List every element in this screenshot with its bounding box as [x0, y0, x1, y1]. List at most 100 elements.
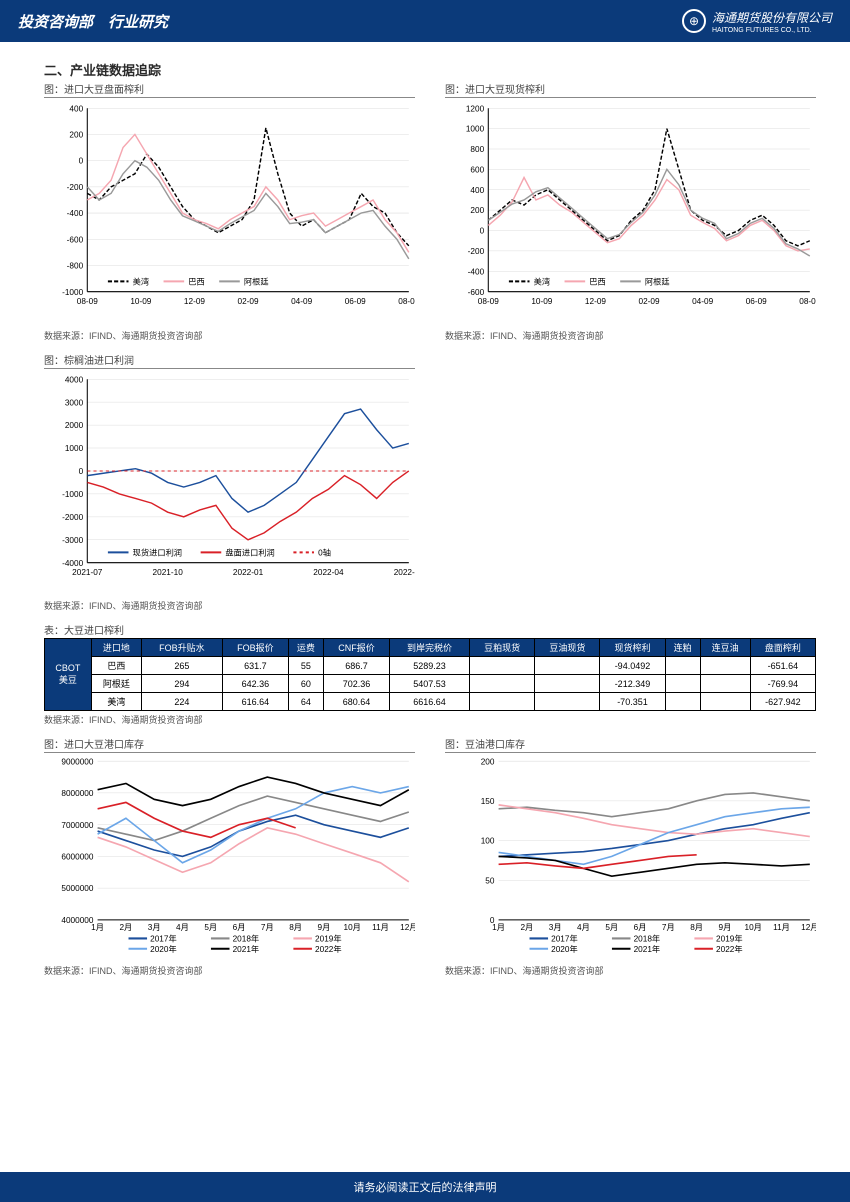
svg-text:美湾: 美湾 — [534, 276, 550, 286]
svg-text:10-09: 10-09 — [130, 297, 151, 306]
chart1-title: 图：进口大豆盘面榨利 — [44, 81, 415, 98]
chart-row-3: 图：进口大豆港口库存 40000005000000600000070000008… — [44, 736, 816, 976]
svg-text:8月: 8月 — [690, 924, 703, 933]
svg-text:-200: -200 — [67, 183, 84, 192]
chart2-source: 数据来源：IFIND、海通期货投资咨询部 — [445, 329, 816, 342]
svg-text:2017年: 2017年 — [150, 934, 177, 944]
svg-text:7000000: 7000000 — [61, 821, 93, 830]
svg-text:-400: -400 — [67, 209, 84, 218]
svg-text:0: 0 — [79, 157, 84, 166]
chart2-title: 图：进口大豆现货榨利 — [445, 81, 816, 98]
svg-text:6月: 6月 — [634, 924, 647, 933]
svg-text:巴西: 巴西 — [188, 277, 204, 286]
svg-text:200: 200 — [470, 206, 484, 215]
svg-text:2022-07: 2022-07 — [394, 568, 415, 577]
svg-text:2018年: 2018年 — [233, 934, 260, 944]
empty-box — [445, 352, 816, 613]
svg-text:-1000: -1000 — [62, 490, 83, 499]
chart-row-1: 图：进口大豆盘面榨利 -1000-800-600-400-20002004000… — [44, 81, 816, 342]
svg-text:4000: 4000 — [65, 375, 84, 384]
svg-text:-600: -600 — [468, 288, 485, 297]
svg-text:-600: -600 — [67, 235, 84, 244]
svg-text:12月: 12月 — [801, 924, 816, 933]
svg-text:50: 50 — [485, 877, 495, 886]
header-logo: ⊕ 海通期货股份有限公司 HAITONG FUTURES CO., LTD. — [682, 9, 832, 34]
svg-text:1200: 1200 — [466, 104, 485, 113]
svg-text:08-09: 08-09 — [478, 297, 499, 306]
svg-text:-400: -400 — [468, 267, 485, 276]
svg-text:2020年: 2020年 — [150, 944, 177, 954]
svg-text:400: 400 — [470, 186, 484, 195]
svg-text:2022年: 2022年 — [716, 944, 743, 954]
svg-text:2021年: 2021年 — [634, 944, 661, 954]
svg-text:5000000: 5000000 — [61, 885, 93, 894]
chart3-source: 数据来源：IFIND、海通期货投资咨询部 — [44, 599, 415, 612]
svg-text:巴西: 巴西 — [589, 277, 605, 286]
svg-text:6000000: 6000000 — [61, 853, 93, 862]
svg-text:600: 600 — [470, 165, 484, 174]
svg-text:1月: 1月 — [91, 924, 104, 933]
svg-text:2月: 2月 — [119, 924, 132, 933]
svg-text:5月: 5月 — [204, 924, 217, 933]
svg-text:4月: 4月 — [577, 924, 590, 933]
chart4-source: 数据来源：IFIND、海通期货投资咨询部 — [44, 964, 415, 977]
section-title: 二、产业链数据追踪 — [44, 60, 816, 79]
svg-text:-3000: -3000 — [62, 536, 83, 545]
chart5-svg: 0501001502001月2月3月4月5月6月7月8月9月10月11月12月2… — [445, 755, 816, 961]
svg-text:8月: 8月 — [289, 924, 302, 933]
svg-text:2021-07: 2021-07 — [72, 568, 103, 577]
svg-text:08-09: 08-09 — [398, 297, 415, 306]
chart4-title: 图：进口大豆港口库存 — [44, 736, 415, 753]
svg-text:9月: 9月 — [318, 924, 331, 933]
data-table: CBOT美豆进口地FOB升贴水FOB报价运费CNF报价到岸完税价豆粕现货豆油现货… — [44, 638, 816, 711]
svg-text:200: 200 — [481, 758, 495, 767]
chart1-svg: -1000-800-600-400-200020040008-0910-0912… — [44, 100, 415, 327]
chart1-box: 图：进口大豆盘面榨利 -1000-800-600-400-20002004000… — [44, 81, 415, 342]
chart1-source: 数据来源：IFIND、海通期货投资咨询部 — [44, 329, 415, 342]
svg-text:04-09: 04-09 — [692, 297, 713, 306]
svg-text:0: 0 — [79, 467, 84, 476]
svg-text:美湾: 美湾 — [133, 276, 149, 286]
chart3-title: 图：棕榈油进口利润 — [44, 352, 415, 369]
svg-text:2020年: 2020年 — [551, 944, 578, 954]
page-footer: 请务必阅读正文后的法律声明 — [0, 1172, 850, 1202]
svg-text:2000: 2000 — [65, 421, 84, 430]
svg-text:9000000: 9000000 — [61, 758, 93, 767]
chart2-box: 图：进口大豆现货榨利 -600-400-20002004006008001000… — [445, 81, 816, 342]
svg-text:200: 200 — [69, 131, 83, 140]
svg-text:11月: 11月 — [773, 924, 790, 933]
svg-text:08-09: 08-09 — [77, 297, 98, 306]
svg-text:-4000: -4000 — [62, 558, 83, 567]
svg-text:1000: 1000 — [466, 125, 485, 134]
svg-text:1000: 1000 — [65, 444, 84, 453]
svg-text:2月: 2月 — [520, 924, 533, 933]
svg-text:-200: -200 — [468, 247, 485, 256]
svg-text:2021年: 2021年 — [233, 944, 260, 954]
svg-text:06-09: 06-09 — [746, 297, 767, 306]
svg-text:04-09: 04-09 — [291, 297, 312, 306]
chart-row-2: 图：棕榈油进口利润 -4000-3000-2000-10000100020003… — [44, 352, 816, 613]
svg-text:02-09: 02-09 — [238, 297, 259, 306]
chart5-source: 数据来源：IFIND、海通期货投资咨询部 — [445, 964, 816, 977]
svg-text:8000000: 8000000 — [61, 789, 93, 798]
svg-text:阿根廷: 阿根廷 — [645, 276, 670, 286]
svg-text:9月: 9月 — [719, 924, 732, 933]
logo-icon: ⊕ — [682, 9, 706, 33]
svg-text:2017年: 2017年 — [551, 934, 578, 944]
svg-text:2019年: 2019年 — [315, 934, 342, 944]
chart2-svg: -600-400-20002004006008001000120008-0910… — [445, 100, 816, 327]
svg-text:2022-01: 2022-01 — [233, 568, 264, 577]
svg-text:10-09: 10-09 — [531, 297, 552, 306]
svg-text:盘面进口利润: 盘面进口利润 — [225, 547, 274, 557]
svg-text:-1000: -1000 — [62, 288, 83, 297]
svg-text:800: 800 — [470, 145, 484, 154]
svg-text:11月: 11月 — [372, 924, 389, 933]
svg-text:3000: 3000 — [65, 398, 84, 407]
svg-text:5月: 5月 — [605, 924, 618, 933]
svg-text:3月: 3月 — [148, 924, 161, 933]
svg-text:7月: 7月 — [261, 924, 274, 933]
svg-text:100: 100 — [481, 837, 495, 846]
svg-text:6月: 6月 — [233, 924, 246, 933]
table-source: 数据来源：IFIND、海通期货投资咨询部 — [44, 713, 816, 726]
svg-text:2021-10: 2021-10 — [153, 568, 184, 577]
